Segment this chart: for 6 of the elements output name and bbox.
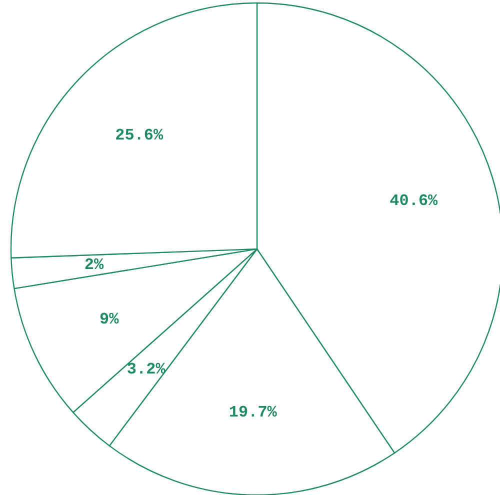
data-label: 40.6% [390, 192, 438, 210]
data-label: 3.2% [126, 360, 166, 379]
data-label: 2% [84, 256, 104, 274]
data-label: 19.7% [228, 404, 278, 422]
data-label: 9% [99, 310, 120, 328]
data-label: 25.6% [115, 126, 164, 144]
